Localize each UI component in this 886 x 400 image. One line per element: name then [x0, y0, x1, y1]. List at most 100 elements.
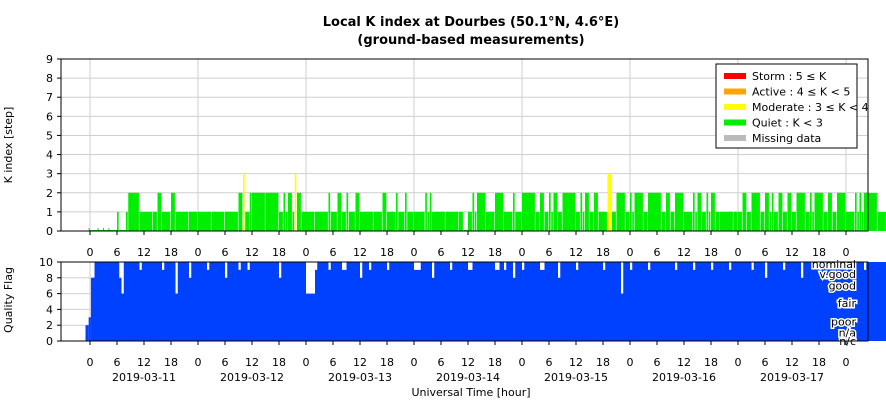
quality-xtick-label: 18 — [704, 356, 718, 369]
k-bar — [288, 192, 292, 231]
k-bar — [515, 211, 522, 231]
k-bar — [445, 211, 459, 231]
k-bar — [211, 211, 225, 231]
k-bar — [742, 192, 747, 231]
quality-dip — [864, 261, 867, 270]
k-bar — [796, 192, 805, 231]
quality-dip — [162, 261, 165, 270]
k-bar — [684, 211, 693, 231]
k-xtick-label: 12 — [353, 246, 367, 259]
quality-ytick-label: 2 — [46, 319, 53, 332]
quality-bar — [846, 262, 886, 341]
k-bar — [459, 211, 463, 231]
quality-xtick-label: 6 — [330, 356, 337, 369]
quality-xtick-label: 6 — [438, 356, 445, 369]
k-bar — [425, 192, 427, 231]
quality-dip — [450, 261, 453, 270]
k-bar — [472, 192, 475, 231]
k-xtick-label: 18 — [704, 246, 718, 259]
k-bar — [769, 211, 772, 231]
k-bar — [535, 211, 540, 231]
k-xtick-label: 6 — [222, 246, 229, 259]
quality-dip — [621, 261, 624, 294]
k-bar — [607, 173, 612, 231]
date-label: 2019-03-12 — [220, 371, 284, 384]
quality-dip — [765, 261, 768, 278]
quality-xtick-label: 0 — [303, 356, 310, 369]
k-bar — [760, 211, 765, 231]
k-bar — [720, 211, 733, 231]
quality-axis-label: Quality Flag — [2, 267, 15, 333]
quality-xtick-label: 0 — [735, 356, 742, 369]
quality-dip — [846, 261, 849, 270]
quality-dip — [225, 261, 228, 278]
k-bar — [643, 211, 648, 231]
k-bar — [549, 192, 551, 231]
k-bar — [139, 211, 153, 231]
k-bar — [783, 211, 787, 231]
k-bar — [778, 192, 783, 231]
k-bar — [580, 192, 583, 231]
quality-dip — [513, 261, 516, 278]
k-bar — [751, 192, 760, 231]
k-xtick-label: 18 — [488, 246, 502, 259]
k-ytick-label: 1 — [46, 206, 53, 219]
quality-xtick-label: 18 — [380, 356, 394, 369]
k-bar — [810, 192, 812, 231]
k-bar — [708, 211, 711, 231]
k-ytick-label: 7 — [46, 91, 53, 104]
quality-dip — [495, 261, 500, 270]
quality-ytick-label: 4 — [46, 303, 53, 316]
k-ytick-label: 5 — [46, 129, 53, 142]
k-bar — [771, 192, 774, 231]
k-bar — [387, 211, 396, 231]
quality-dip — [432, 261, 435, 278]
quality-level-label: fair — [838, 297, 857, 310]
quality-dip — [139, 261, 142, 270]
k-xtick-label: 0 — [195, 246, 202, 259]
k-bar — [544, 211, 549, 231]
k-bar — [175, 211, 189, 231]
k-bar — [774, 211, 778, 231]
k-bar — [117, 211, 119, 231]
k-bar — [252, 192, 265, 231]
k-bar — [846, 211, 855, 231]
k-bar — [733, 211, 738, 231]
k-bar — [297, 192, 301, 231]
k-bar — [738, 211, 742, 231]
quality-dip — [207, 261, 210, 270]
k-bar — [598, 211, 607, 231]
quality-xtick-label: 18 — [164, 356, 178, 369]
k-bar — [630, 192, 632, 231]
legend-label: Missing data — [752, 132, 821, 145]
k-xtick-label: 12 — [569, 246, 583, 259]
k-ytick-label: 4 — [46, 149, 53, 162]
quality-level-label: good — [829, 280, 856, 293]
k-bar — [551, 211, 553, 231]
k-bar — [612, 211, 616, 231]
quality-xtick-label: 0 — [627, 356, 634, 369]
k-bar — [189, 211, 198, 231]
k-bar — [330, 211, 337, 231]
quality-bar — [88, 317, 91, 341]
k-bar — [715, 211, 720, 231]
k-bar — [648, 192, 661, 231]
k-xtick-label: 6 — [546, 246, 553, 259]
k-xtick-label: 12 — [137, 246, 151, 259]
quality-dip — [247, 261, 250, 270]
k-bar — [346, 192, 349, 231]
chart-subtitle: (ground-based measurements) — [357, 33, 584, 48]
k-bar — [407, 211, 414, 231]
quality-xtick-label: 6 — [546, 356, 553, 369]
k-ytick-label: 3 — [46, 168, 53, 181]
legend-label: Active : 4 ≤ K < 5 — [752, 86, 850, 99]
k-ytick-label: 2 — [46, 187, 53, 200]
k-bar — [126, 211, 128, 231]
k-xtick-label: 0 — [303, 246, 310, 259]
quality-dip — [315, 261, 318, 270]
k-bar — [823, 211, 828, 231]
k-bar — [670, 211, 675, 231]
quality-bar — [522, 262, 630, 341]
